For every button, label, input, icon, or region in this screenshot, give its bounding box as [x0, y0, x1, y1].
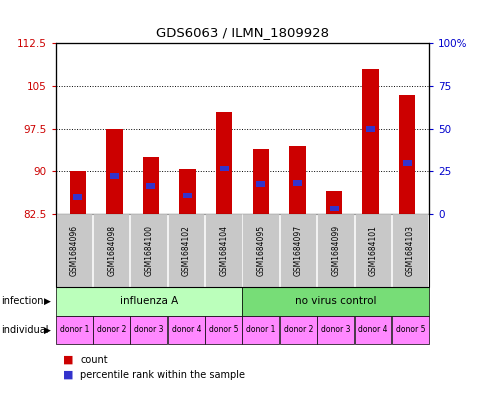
Text: donor 2: donor 2 — [283, 325, 313, 334]
Text: donor 3: donor 3 — [320, 325, 350, 334]
Text: ▶: ▶ — [44, 297, 51, 306]
Text: GSM1684099: GSM1684099 — [331, 225, 340, 276]
Bar — [73, 194, 82, 200]
Bar — [256, 181, 265, 187]
Title: GDS6063 / ILMN_1809928: GDS6063 / ILMN_1809928 — [156, 26, 328, 39]
Bar — [292, 180, 302, 186]
Text: individual: individual — [1, 325, 48, 335]
Text: ■: ■ — [63, 355, 74, 365]
Text: donor 1: donor 1 — [60, 325, 89, 334]
Text: donor 2: donor 2 — [97, 325, 126, 334]
Bar — [362, 69, 378, 214]
Text: GSM1684101: GSM1684101 — [368, 225, 377, 276]
Text: GSM1684095: GSM1684095 — [256, 225, 265, 276]
Bar — [252, 149, 269, 214]
Text: influenza A: influenza A — [120, 296, 178, 306]
Text: GSM1684100: GSM1684100 — [144, 225, 153, 276]
Bar — [325, 191, 342, 214]
Bar — [219, 166, 228, 171]
Bar — [146, 183, 155, 189]
Bar — [182, 193, 192, 198]
Bar — [288, 146, 305, 214]
Bar — [69, 171, 86, 214]
Bar — [109, 173, 119, 179]
Bar — [329, 206, 338, 211]
Bar — [179, 169, 196, 214]
Text: percentile rank within the sample: percentile rank within the sample — [80, 369, 244, 380]
Text: donor 3: donor 3 — [134, 325, 164, 334]
Text: donor 1: donor 1 — [246, 325, 275, 334]
Bar — [106, 129, 122, 214]
Text: ■: ■ — [63, 369, 74, 380]
Text: GSM1684097: GSM1684097 — [293, 225, 302, 276]
Text: GSM1684104: GSM1684104 — [219, 225, 228, 276]
Bar — [142, 157, 159, 214]
Bar — [398, 95, 415, 214]
Bar — [402, 160, 411, 166]
Text: donor 5: donor 5 — [209, 325, 238, 334]
Text: donor 4: donor 4 — [171, 325, 201, 334]
Bar — [215, 112, 232, 214]
Text: donor 4: donor 4 — [358, 325, 387, 334]
Bar — [365, 126, 375, 132]
Text: no virus control: no virus control — [294, 296, 376, 306]
Text: ▶: ▶ — [44, 325, 51, 334]
Text: donor 5: donor 5 — [395, 325, 424, 334]
Text: GSM1684098: GSM1684098 — [107, 225, 116, 276]
Text: count: count — [80, 355, 107, 365]
Text: GSM1684096: GSM1684096 — [70, 225, 79, 276]
Text: infection: infection — [1, 296, 44, 306]
Text: GSM1684103: GSM1684103 — [405, 225, 414, 276]
Text: GSM1684102: GSM1684102 — [182, 225, 191, 276]
